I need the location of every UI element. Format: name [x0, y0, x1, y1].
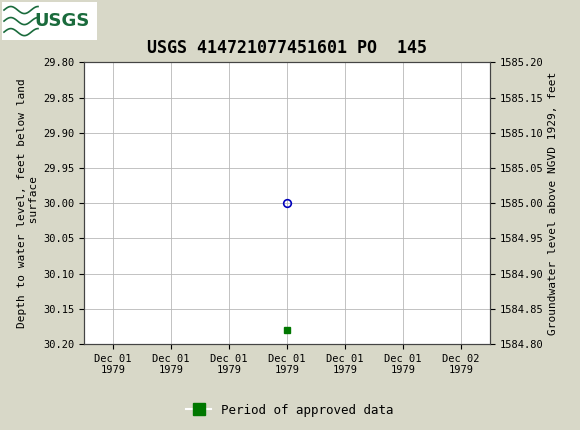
Bar [2, 2, 97, 40]
Title: USGS 414721077451601 PO  145: USGS 414721077451601 PO 145 [147, 39, 427, 57]
Text: USGS: USGS [34, 12, 90, 30]
Y-axis label: Depth to water level, feet below land
 surface: Depth to water level, feet below land su… [17, 78, 39, 328]
Y-axis label: Groundwater level above NGVD 1929, feet: Groundwater level above NGVD 1929, feet [548, 71, 558, 335]
Legend: Period of approved data: Period of approved data [181, 399, 399, 421]
